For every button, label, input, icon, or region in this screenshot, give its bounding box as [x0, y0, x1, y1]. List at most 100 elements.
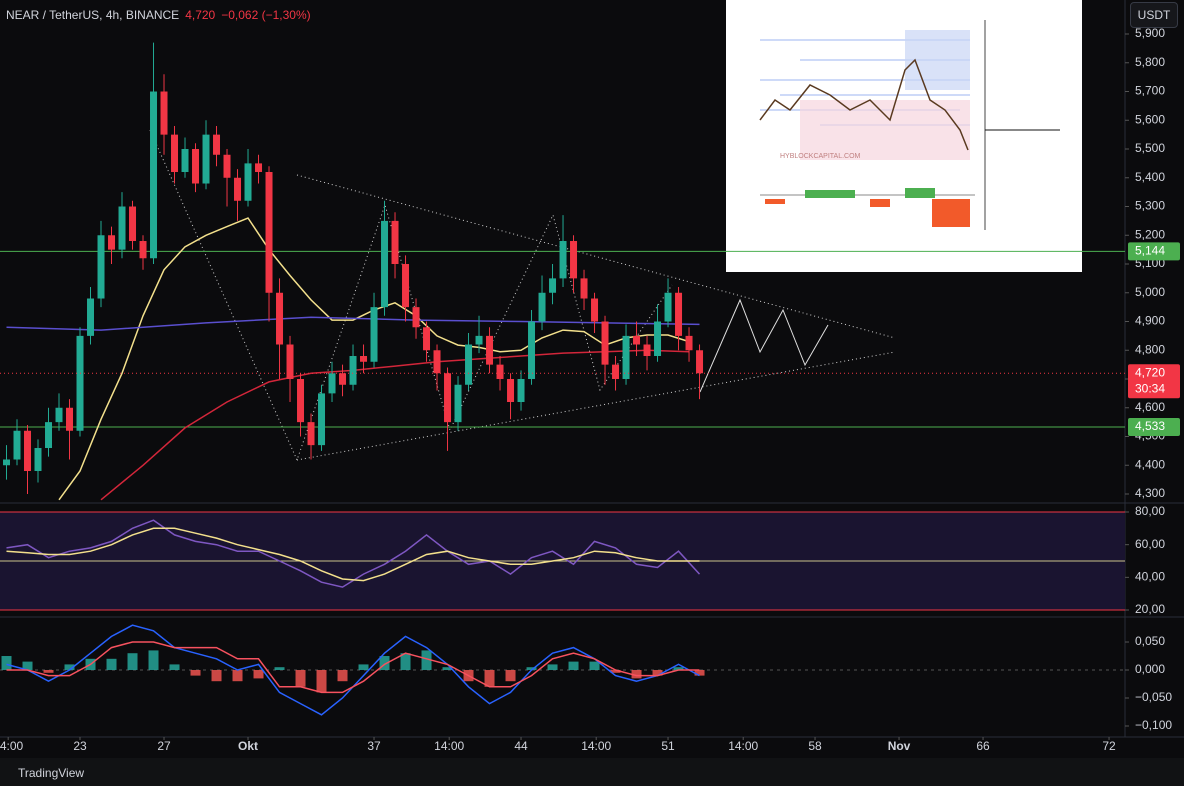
candle-body: [433, 350, 441, 374]
y-tick-label: 5,200: [1135, 227, 1165, 241]
histogram-bar: [274, 667, 285, 671]
candle-body: [55, 407, 63, 423]
candle-body: [297, 379, 305, 423]
histogram-bar: [652, 670, 663, 676]
candle-body: [234, 177, 242, 201]
candle-body: [150, 91, 158, 259]
x-tick-label: 14:00: [434, 739, 464, 753]
histogram-bar: [589, 661, 600, 671]
candle-body: [160, 91, 168, 135]
candle-body: [370, 307, 378, 362]
candle-body: [475, 335, 483, 345]
histogram-bar: [484, 670, 495, 687]
candle-body: [223, 154, 231, 178]
x-tick-label: 66: [976, 739, 990, 753]
moving-average: [6, 316, 700, 331]
y-tick-label: 4,800: [1135, 342, 1165, 356]
y-tick-label: −0,050: [1135, 690, 1172, 704]
x-tick-label: 14:00: [728, 739, 758, 753]
inset-heat: [905, 30, 970, 90]
y-tick-label: 5,600: [1135, 112, 1165, 126]
candle-body: [13, 430, 21, 460]
y-tick-label: 5,500: [1135, 141, 1165, 155]
candle-body: [517, 379, 525, 403]
histogram-bar: [673, 667, 684, 671]
candle-body: [118, 206, 126, 250]
histogram-bar: [169, 664, 180, 671]
candle-body: [454, 384, 462, 423]
x-tick-label: Okt: [238, 739, 258, 753]
histogram-bar: [505, 670, 516, 682]
y-tick-label: 5,800: [1135, 55, 1165, 69]
candle-body: [129, 206, 137, 242]
candle-body: [3, 459, 11, 466]
histogram-bar: [610, 670, 621, 673]
candle-body: [654, 321, 662, 357]
candle-body: [591, 298, 599, 322]
x-tick-label: 37: [367, 739, 381, 753]
candle-body: [45, 422, 53, 449]
candle-body: [349, 356, 357, 385]
histogram-bar: [547, 664, 558, 671]
candle-body: [276, 292, 284, 345]
inset-bar: [932, 199, 970, 227]
x-tick-label: Nov: [888, 739, 911, 753]
histogram-bar: [295, 670, 306, 687]
symbol-header: NEAR / TetherUS, 4h, BINANCE 4,720 −0,062 …: [6, 8, 317, 22]
candle-body: [265, 172, 273, 293]
histogram-bar: [211, 670, 222, 682]
candle-body: [696, 350, 704, 374]
y-tick-label: 20,00: [1135, 602, 1165, 616]
candle-body: [307, 422, 315, 446]
candle-body: [612, 364, 620, 380]
y-tick-label: 5,400: [1135, 170, 1165, 184]
candle-body: [633, 335, 641, 345]
candle-body: [360, 356, 368, 362]
x-tick-label: 14:00: [0, 739, 24, 753]
projection: [699, 298, 829, 393]
histogram-bar: [253, 670, 264, 679]
histogram-bar: [442, 667, 453, 671]
candle-body: [444, 373, 452, 423]
candle-body: [97, 235, 105, 299]
candle-body: [171, 134, 179, 173]
y-tick-label: 5,300: [1135, 199, 1165, 213]
candle-body: [570, 241, 578, 279]
candle-body: [496, 364, 504, 380]
histogram-bar: [568, 661, 579, 671]
histogram-bar: [358, 664, 369, 671]
histogram-bar: [337, 670, 348, 682]
triangle-upper: [296, 174, 896, 339]
candle-body: [66, 407, 74, 431]
candle-body: [528, 321, 536, 380]
candle-body: [76, 335, 84, 431]
y-tick-label: −0,100: [1135, 718, 1172, 732]
histogram-bar: [400, 653, 411, 671]
histogram-bar: [127, 653, 138, 671]
candle-body: [108, 235, 116, 250]
level-label: 4,533: [1135, 419, 1165, 433]
histogram-bar: [43, 670, 54, 673]
histogram-bar: [106, 658, 117, 671]
candle-body: [318, 393, 326, 446]
x-tick-label: 23: [73, 739, 87, 753]
candle-body: [213, 134, 221, 155]
x-tick-label: 44: [514, 739, 528, 753]
wave-path: [149, 129, 673, 462]
x-tick-label: 58: [808, 739, 822, 753]
symbol: NEAR / TetherUS, 4h, BINANCE: [6, 8, 180, 22]
y-tick-label: 0,050: [1135, 634, 1165, 648]
y-tick-label: 4,900: [1135, 314, 1165, 328]
candle-body: [580, 278, 588, 299]
candle-body: [423, 327, 431, 351]
currency-button[interactable]: USDT: [1130, 2, 1178, 28]
y-tick-label: 5,700: [1135, 84, 1165, 98]
candle-body: [486, 335, 494, 365]
histogram-bar: [22, 661, 33, 671]
candle-body: [381, 220, 389, 308]
brand: TradingView: [18, 766, 85, 780]
countdown: 30:34: [1135, 381, 1165, 395]
last-price: 4,720: [185, 8, 216, 22]
y-tick-label: 40,00: [1135, 570, 1165, 584]
